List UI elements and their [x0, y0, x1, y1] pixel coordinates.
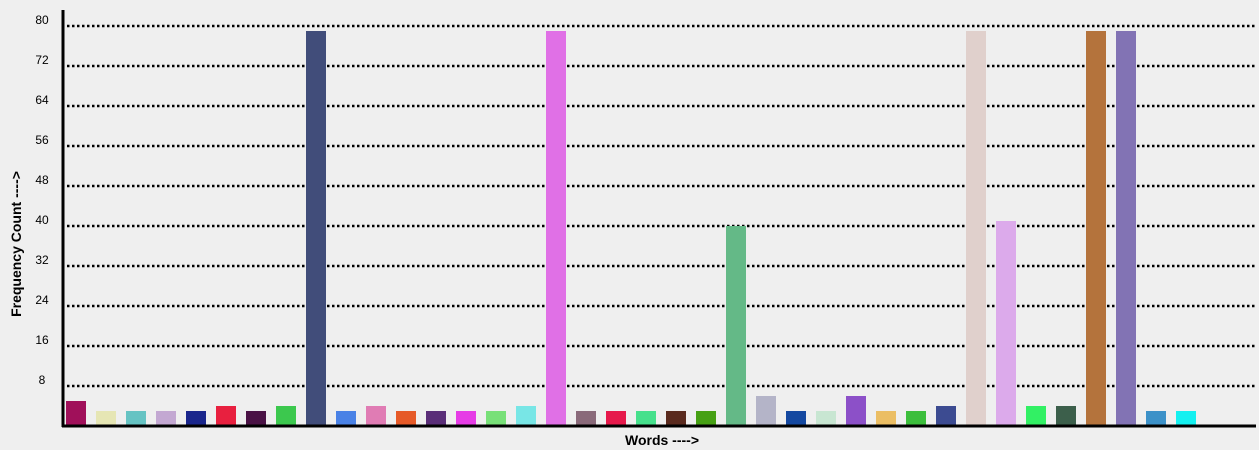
y-tick-label: 40 — [35, 213, 49, 227]
bar — [906, 411, 926, 426]
bar — [1176, 411, 1196, 426]
bar — [786, 411, 806, 426]
bar — [936, 406, 956, 426]
bar — [606, 411, 626, 426]
bar — [696, 411, 716, 426]
bar — [186, 411, 206, 426]
y-tick-label: 8 — [39, 373, 46, 387]
bar — [1116, 31, 1136, 426]
y-tick-labels: 8 16 24 32 40 48 56 64 72 80 — [35, 13, 49, 387]
bar — [876, 411, 896, 426]
bar — [846, 396, 866, 426]
bar — [336, 411, 356, 426]
bar — [1056, 406, 1076, 426]
y-tick-label: 16 — [35, 333, 49, 347]
bar — [306, 31, 326, 426]
bar — [156, 411, 176, 426]
x-axis-title: Words ----> — [625, 432, 699, 448]
y-tick-label: 56 — [35, 133, 49, 147]
bar — [756, 396, 776, 426]
bar — [1026, 406, 1046, 426]
bar — [126, 411, 146, 426]
axes — [61, 10, 1256, 428]
y-tick-label: 24 — [35, 293, 49, 307]
bar — [426, 411, 446, 426]
bar — [246, 411, 266, 426]
bar — [276, 406, 296, 426]
bar — [576, 411, 596, 426]
bar — [726, 226, 746, 426]
bar — [66, 401, 86, 426]
bar — [816, 411, 836, 426]
y-tick-label: 72 — [35, 53, 49, 67]
bars — [66, 31, 1196, 426]
gridlines — [67, 24, 1257, 388]
y-axis-title: Frequency Count ----> — [8, 171, 24, 317]
bar — [366, 406, 386, 426]
bar — [216, 406, 236, 426]
bar — [666, 411, 686, 426]
bar — [636, 411, 656, 426]
y-tick-label: 80 — [35, 13, 49, 27]
bar — [456, 411, 476, 426]
bar — [396, 411, 416, 426]
bar — [516, 406, 536, 426]
bar — [1086, 31, 1106, 426]
bar — [96, 411, 116, 426]
bar — [486, 411, 506, 426]
bar — [966, 31, 986, 426]
bar — [1146, 411, 1166, 426]
y-tick-label: 32 — [35, 253, 49, 267]
bar — [996, 221, 1016, 426]
y-tick-label: 64 — [35, 93, 49, 107]
y-tick-label: 48 — [35, 173, 49, 187]
bar — [546, 31, 566, 426]
